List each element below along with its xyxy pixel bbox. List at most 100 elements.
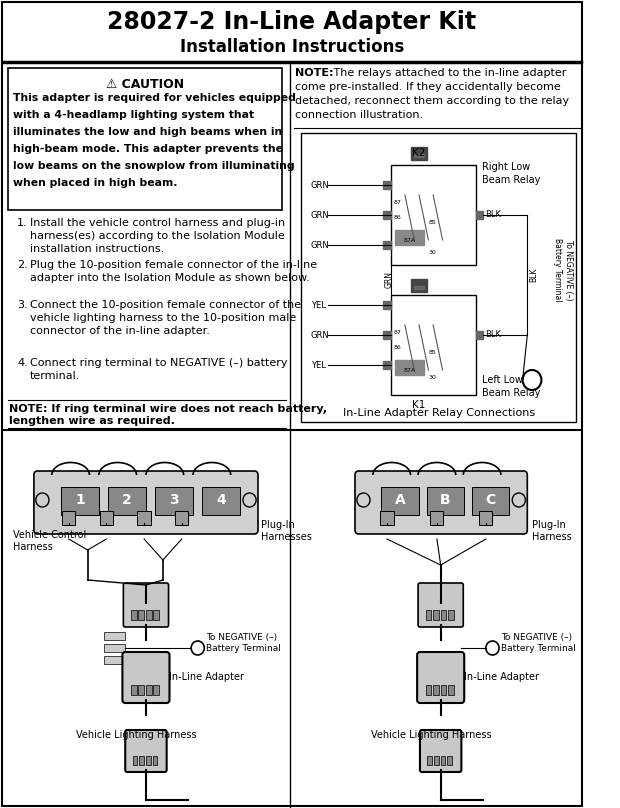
Bar [146, 756, 151, 765]
Text: 87: 87 [394, 200, 402, 205]
Bar [396, 230, 423, 245]
Bar [154, 610, 159, 620]
Bar [131, 610, 136, 620]
Bar [381, 487, 419, 515]
Bar [61, 487, 99, 515]
Text: A: A [395, 493, 405, 507]
Text: The relays attached to the in-line adapter: The relays attached to the in-line adapt… [330, 68, 566, 78]
Bar [448, 685, 454, 695]
Text: Vehicle Lighting Harness: Vehicle Lighting Harness [76, 730, 197, 740]
Text: 85: 85 [428, 220, 436, 225]
Text: 28027-2 In-Line Adapter Kit: 28027-2 In-Line Adapter Kit [107, 10, 476, 34]
FancyBboxPatch shape [417, 652, 464, 703]
Text: 30: 30 [428, 375, 436, 380]
Text: BLK: BLK [529, 267, 538, 282]
Bar [414, 154, 423, 157]
Bar [391, 165, 476, 265]
Text: detached, reconnect them according to the relay: detached, reconnect them according to th… [294, 96, 569, 106]
Text: GRN: GRN [311, 211, 329, 220]
Text: 87A: 87A [404, 238, 415, 243]
Bar [383, 181, 391, 189]
Text: Installation Instructions: Installation Instructions [180, 38, 404, 56]
Text: K1: K1 [412, 400, 426, 410]
Text: 2: 2 [122, 493, 132, 507]
Bar [175, 511, 188, 525]
Bar [140, 756, 144, 765]
Text: connection illustration.: connection illustration. [294, 110, 423, 120]
Text: GRN: GRN [311, 180, 329, 190]
FancyBboxPatch shape [123, 583, 169, 627]
Bar [138, 511, 151, 525]
FancyBboxPatch shape [125, 730, 167, 772]
Bar [100, 511, 113, 525]
Text: come pre-installed. If they accidentally become: come pre-installed. If they accidentally… [294, 82, 560, 92]
Bar [412, 279, 427, 292]
Text: YEL: YEL [311, 301, 326, 309]
Text: Plug-In
Harnesses: Plug-In Harnesses [261, 520, 312, 542]
Bar [447, 756, 452, 765]
Bar [104, 644, 125, 652]
Bar [414, 286, 423, 289]
Bar [146, 610, 152, 620]
Bar [396, 360, 423, 375]
Text: In-Line Adapter Relay Connections: In-Line Adapter Relay Connections [343, 408, 535, 418]
Text: To NEGATIVE (–)
Battery Terminal: To NEGATIVE (–) Battery Terminal [206, 633, 281, 653]
Bar [433, 610, 439, 620]
Text: 4.: 4. [17, 358, 28, 368]
Text: Plug-In
Harness: Plug-In Harness [532, 520, 572, 542]
Text: low beams on the snowplow from illuminating: low beams on the snowplow from illuminat… [13, 161, 294, 171]
Bar [203, 487, 240, 515]
Text: GRN: GRN [384, 271, 393, 288]
FancyBboxPatch shape [34, 471, 258, 534]
Text: 30: 30 [428, 250, 436, 255]
Bar [441, 756, 445, 765]
Bar [383, 301, 391, 309]
Bar [448, 610, 454, 620]
FancyBboxPatch shape [355, 471, 527, 534]
Text: 87A: 87A [404, 368, 415, 373]
Text: Right Low
Beam Relay: Right Low Beam Relay [482, 162, 541, 185]
Text: 86: 86 [394, 215, 401, 220]
Bar [146, 685, 152, 695]
Bar [154, 685, 159, 695]
Bar [391, 295, 476, 395]
Text: with a 4-headlamp lighting system that: with a 4-headlamp lighting system that [13, 110, 254, 120]
Text: 85: 85 [428, 350, 436, 355]
Bar [381, 511, 394, 525]
Bar [433, 685, 439, 695]
Bar [156, 487, 193, 515]
Bar [441, 610, 446, 620]
Text: BLK: BLK [485, 330, 501, 339]
Text: illuminates the low ​and​ high beams when in: illuminates the low ​and​ high beams whe… [13, 127, 283, 137]
Text: In-Line Adapter: In-Line Adapter [464, 672, 539, 682]
Bar [133, 756, 138, 765]
Text: BLK: BLK [485, 210, 501, 219]
Bar [434, 756, 439, 765]
Bar [383, 331, 391, 339]
Text: Left Low
Beam Relay: Left Low Beam Relay [482, 375, 541, 398]
Text: when placed in high beam.: when placed in high beam. [13, 178, 178, 188]
Text: 2.: 2. [17, 260, 28, 270]
Bar [383, 361, 391, 369]
FancyBboxPatch shape [7, 68, 283, 210]
Text: 3: 3 [169, 493, 179, 507]
Bar [430, 511, 443, 525]
FancyBboxPatch shape [122, 652, 169, 703]
Text: 1.: 1. [17, 218, 27, 228]
Bar [425, 610, 432, 620]
Bar [472, 487, 510, 515]
Bar [383, 241, 391, 249]
Text: To NEGATIVE (–)
Battery Terminal: To NEGATIVE (–) Battery Terminal [501, 633, 576, 653]
Bar [138, 685, 144, 695]
FancyBboxPatch shape [301, 133, 576, 422]
Text: This adapter is required for vehicles equipped: This adapter is required for vehicles eq… [13, 93, 296, 103]
Text: NOTE:: NOTE: [294, 68, 333, 78]
Bar [153, 756, 157, 765]
Bar [104, 632, 125, 640]
Text: GRN: GRN [311, 241, 329, 250]
Text: YEL: YEL [311, 360, 326, 369]
FancyBboxPatch shape [418, 583, 463, 627]
Bar [412, 147, 427, 160]
Text: 1: 1 [75, 493, 85, 507]
Text: Install the vehicle control harness and plug-in
harness(es) according to the Iso: Install the vehicle control harness and … [30, 218, 285, 255]
